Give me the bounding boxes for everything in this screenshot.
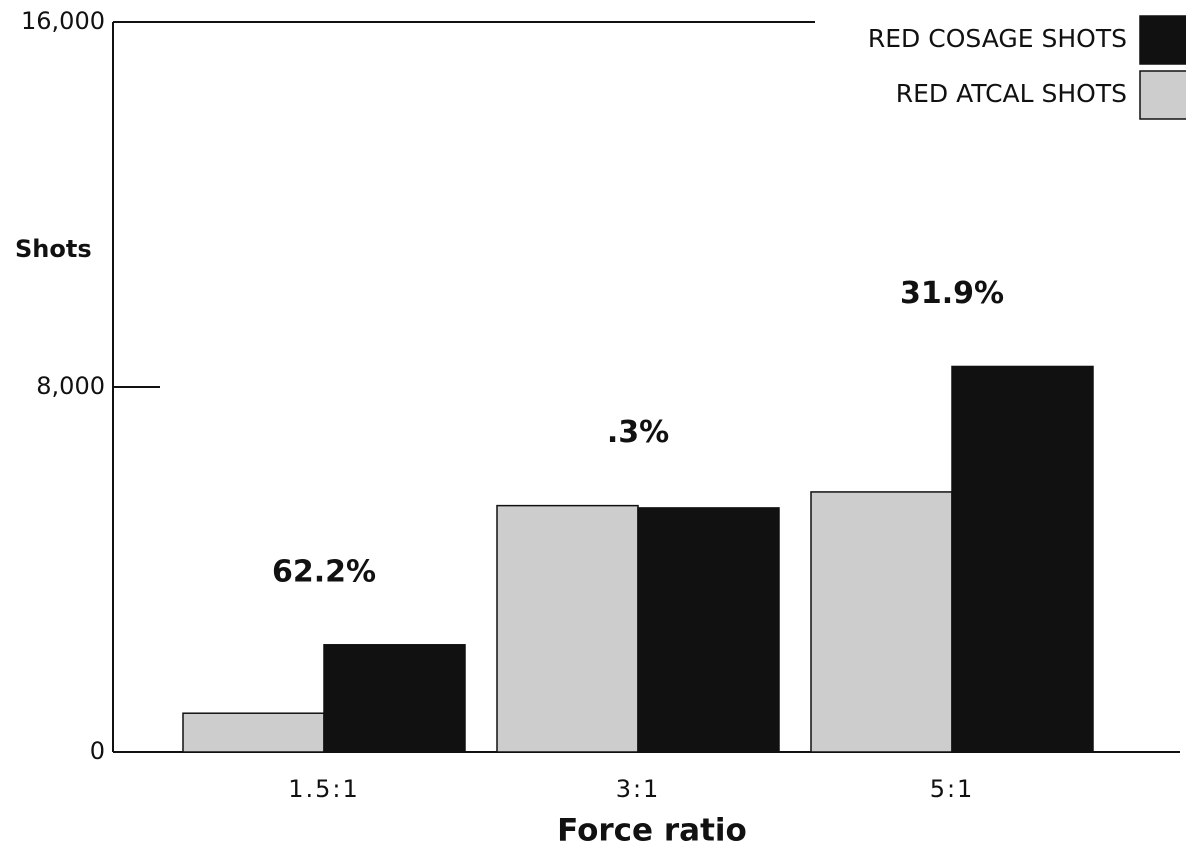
bar bbox=[323, 644, 466, 753]
annotation: 62.2% bbox=[272, 554, 376, 589]
bar bbox=[951, 365, 1094, 753]
bar bbox=[810, 491, 953, 753]
legend-label: RED ATCAL SHOTS bbox=[896, 79, 1127, 108]
bar bbox=[182, 712, 325, 753]
x-tick-label: 5:1 bbox=[930, 775, 975, 803]
legend-swatch bbox=[1139, 15, 1186, 65]
y-tick-label: 8,000 bbox=[36, 372, 105, 400]
annotation: 31.9% bbox=[900, 276, 1004, 311]
x-axis-title: Force ratio bbox=[557, 813, 747, 849]
annotation: .3% bbox=[607, 415, 669, 450]
y-axis-title: Shots bbox=[15, 235, 92, 263]
x-tick-label: 3:1 bbox=[616, 775, 661, 803]
legend-swatch bbox=[1139, 70, 1186, 120]
x-tick-label: 1.5:1 bbox=[288, 775, 360, 803]
bar bbox=[496, 504, 639, 753]
legend-label: RED COSAGE SHOTS bbox=[868, 24, 1127, 53]
bar bbox=[637, 507, 780, 753]
y-tick-label: 16,000 bbox=[21, 7, 105, 35]
y-tick-label: 0 bbox=[90, 737, 105, 765]
